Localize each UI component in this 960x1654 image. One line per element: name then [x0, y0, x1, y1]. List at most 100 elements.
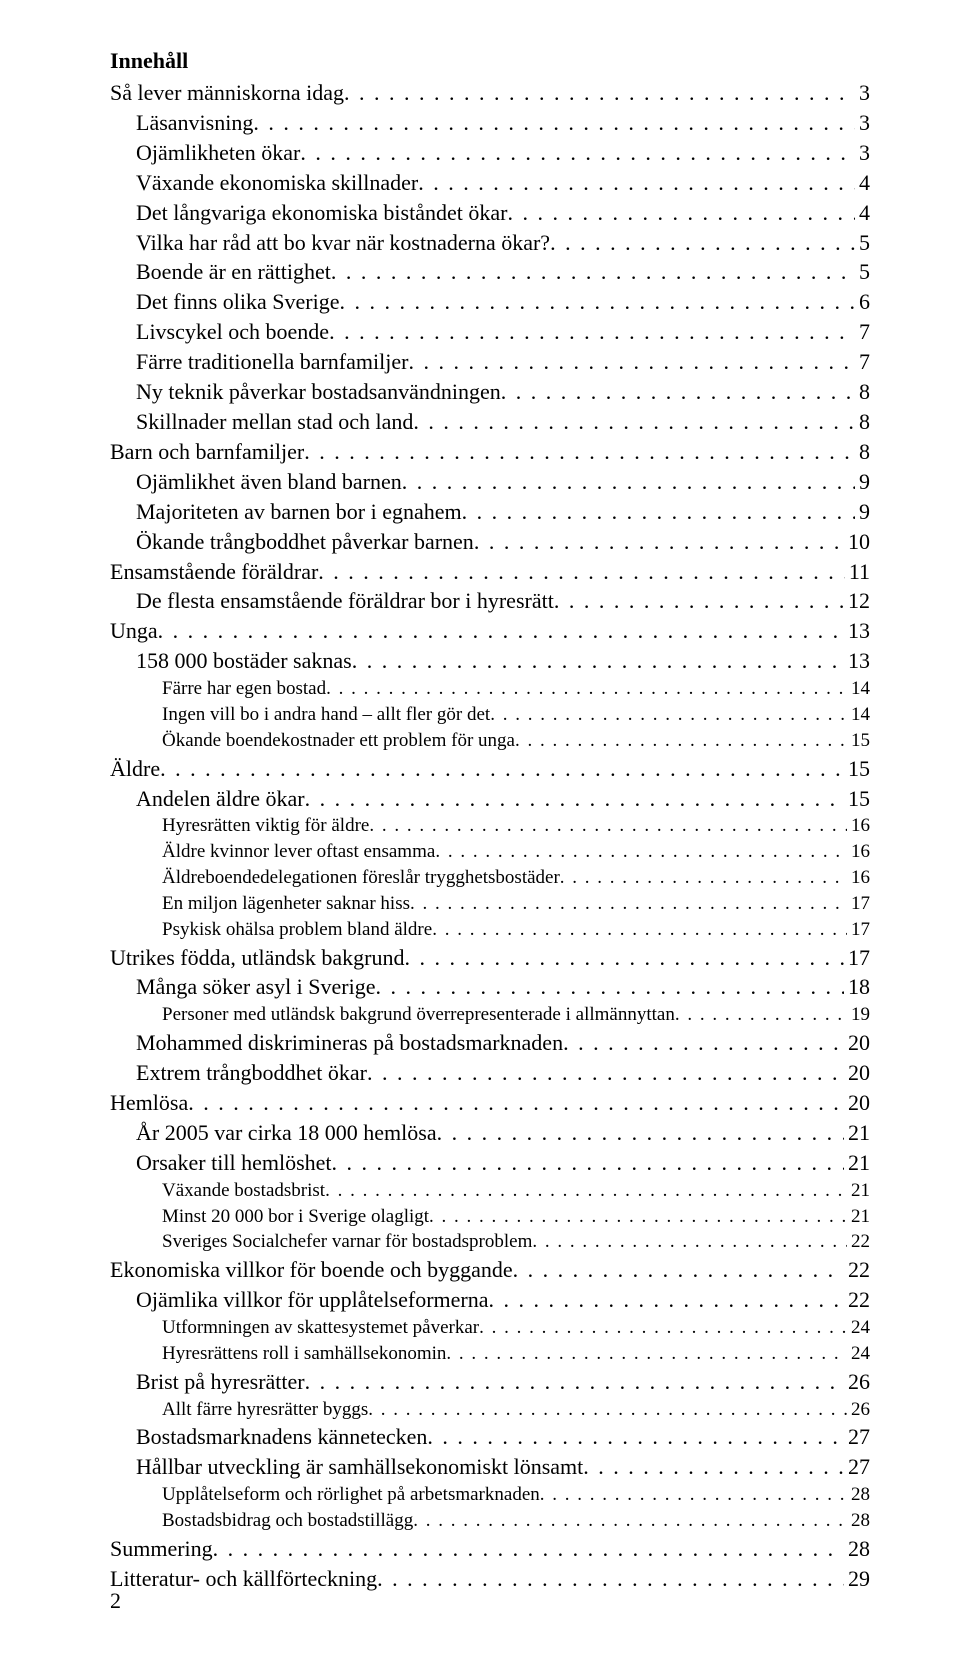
toc-entry[interactable]: Minst 20 000 bor i Sverige olagligt. . .… [162, 1204, 870, 1230]
toc-entry-text: Växande bostadsbrist [162, 1178, 325, 1204]
toc-entry[interactable]: Skillnader mellan stad och land. . . . .… [136, 407, 870, 437]
toc-entry[interactable]: Unga. . . . . . . . . . . . . . . . . . … [110, 616, 870, 646]
toc-entry[interactable]: Andelen äldre ökar. . . . . . . . . . . … [136, 784, 870, 814]
toc-entry[interactable]: Ökande trångboddhet påverkar barnen. . .… [136, 527, 870, 557]
toc-entry[interactable]: Växande bostadsbrist. . . . . . . . . . … [162, 1178, 870, 1204]
toc-entry[interactable]: Så lever människorna idag. . . . . . . .… [110, 78, 870, 108]
toc-entry[interactable]: Färre har egen bostad. . . . . . . . . .… [162, 676, 870, 702]
toc-entry-text: Ojämlika villkor för upplåtelseformerna [136, 1285, 489, 1315]
toc-leader-dots: . . . . . . . . . . . . . . . . . . . . … [339, 287, 855, 317]
toc-leader-dots: . . . . . . . . . . . . . . . . . . . . … [188, 1088, 844, 1118]
toc-entry[interactable]: Livscykel och boende. . . . . . . . . . … [136, 317, 870, 347]
toc-entry[interactable]: Färre traditionella barnfamiljer. . . . … [136, 347, 870, 377]
toc-entry[interactable]: Orsaker till hemlöshet. . . . . . . . . … [136, 1148, 870, 1178]
toc-leader-dots: . . . . . . . . . . . . . . . . . . . . … [432, 917, 847, 943]
toc-leader-dots: . . . . . . . . . . . . . . . . . . . . … [160, 754, 844, 784]
toc-entry[interactable]: Brist på hyresrätter. . . . . . . . . . … [136, 1367, 870, 1397]
toc-entry[interactable]: Majoriteten av barnen bor i egnahem. . .… [136, 497, 870, 527]
toc-entry-text: Litteratur- och källförteckning [110, 1564, 377, 1594]
toc-entry[interactable]: 158 000 bostäder saknas. . . . . . . . .… [136, 646, 870, 676]
toc-entry[interactable]: Ny teknik påverkar bostadsanvändningen. … [136, 377, 870, 407]
toc-entry-text: Majoriteten av barnen bor i egnahem [136, 497, 462, 527]
toc-entry[interactable]: Summering. . . . . . . . . . . . . . . .… [110, 1534, 870, 1564]
toc-list: Så lever människorna idag. . . . . . . .… [110, 78, 870, 1594]
toc-entry-page: 10 [844, 527, 870, 557]
toc-entry[interactable]: Ojämlikhet även bland barnen. . . . . . … [136, 467, 870, 497]
toc-entry-text: Upplåtelseform och rörlighet på arbetsma… [162, 1482, 540, 1508]
toc-entry[interactable]: Ensamstående föräldrar. . . . . . . . . … [110, 557, 870, 587]
toc-leader-dots: . . . . . . . . . . . . . . . . . . . . … [413, 1508, 847, 1534]
toc-entry[interactable]: Hållbar utveckling är samhällsekonomiskt… [136, 1452, 870, 1482]
toc-entry[interactable]: Hyresrätten viktig för äldre. . . . . . … [162, 813, 870, 839]
toc-entry-text: Färre har egen bostad [162, 676, 326, 702]
toc-entry[interactable]: Bostadsbidrag och bostadstillägg. . . . … [162, 1508, 870, 1534]
toc-entry[interactable]: Extrem trångboddhet ökar. . . . . . . . … [136, 1058, 870, 1088]
toc-entry-text: Ojämlikhet även bland barnen [136, 467, 402, 497]
toc-entry[interactable]: En miljon lägenheter saknar hiss. . . . … [162, 891, 870, 917]
toc-leader-dots: . . . . . . . . . . . . . . . . . . . . … [563, 1028, 844, 1058]
toc-leader-dots: . . . . . . . . . . . . . . . . . . . . … [427, 1422, 844, 1452]
toc-entry[interactable]: Växande ekonomiska skillnader. . . . . .… [136, 168, 870, 198]
toc-entry[interactable]: Utrikes födda, utländsk bakgrund. . . . … [110, 943, 870, 973]
toc-leader-dots: . . . . . . . . . . . . . . . . . . . . … [369, 813, 847, 839]
toc-entry[interactable]: Äldreboendedelegationen föreslår trygghe… [162, 865, 870, 891]
toc-entry-text: Växande ekonomiska skillnader [136, 168, 418, 198]
toc-entry[interactable]: Hyresrättens roll i samhällsekonomin. . … [162, 1341, 870, 1367]
toc-entry[interactable]: Psykisk ohälsa problem bland äldre. . . … [162, 917, 870, 943]
toc-entry-page: 4 [855, 198, 870, 228]
toc-leader-dots: . . . . . . . . . . . . . . . . . . . . … [513, 1255, 844, 1285]
toc-entry-page: 20 [844, 1028, 870, 1058]
toc-leader-dots: . . . . . . . . . . . . . . . . . . . . … [331, 257, 855, 287]
toc-leader-dots: . . . . . . . . . . . . . . . . . . . . … [253, 108, 855, 138]
toc-entry[interactable]: Sveriges Socialchefer varnar för bostads… [162, 1229, 870, 1255]
toc-entry[interactable]: År 2005 var cirka 18 000 hemlösa. . . . … [136, 1118, 870, 1148]
toc-leader-dots: . . . . . . . . . . . . . . . . . . . . … [532, 1229, 847, 1255]
toc-entry-text: En miljon lägenheter saknar hiss [162, 891, 410, 917]
toc-entry[interactable]: Ökande boendekostnader ett problem för u… [162, 728, 870, 754]
toc-entry[interactable]: Allt färre hyresrätter byggs. . . . . . … [162, 1397, 870, 1423]
toc-entry[interactable]: Boende är en rättighet. . . . . . . . . … [136, 257, 870, 287]
toc-entry-page: 3 [855, 78, 870, 108]
toc-entry-text: Minst 20 000 bor i Sverige olagligt [162, 1204, 429, 1230]
toc-entry[interactable]: Många söker asyl i Sverige. . . . . . . … [136, 972, 870, 1002]
toc-leader-dots: . . . . . . . . . . . . . . . . . . . . … [408, 347, 855, 377]
toc-entry[interactable]: Ojämlikheten ökar. . . . . . . . . . . .… [136, 138, 870, 168]
toc-entry[interactable]: Äldre. . . . . . . . . . . . . . . . . .… [110, 754, 870, 784]
toc-entry-page: 17 [847, 891, 870, 917]
toc-entry[interactable]: Personer med utländsk bakgrund överrepre… [162, 1002, 870, 1028]
toc-leader-dots: . . . . . . . . . . . . . . . . . . . . … [367, 1058, 844, 1088]
toc-entry[interactable]: Ingen vill bo i andra hand – allt fler g… [162, 702, 870, 728]
toc-entry[interactable]: Utformningen av skattesystemet påverkar.… [162, 1315, 870, 1341]
toc-entry[interactable]: Bostadsmarknadens kännetecken. . . . . .… [136, 1422, 870, 1452]
toc-entry[interactable]: Upplåtelseform och rörlighet på arbetsma… [162, 1482, 870, 1508]
toc-entry[interactable]: Det finns olika Sverige. . . . . . . . .… [136, 287, 870, 317]
toc-leader-dots: . . . . . . . . . . . . . . . . . . . . … [305, 784, 844, 814]
toc-entry[interactable]: De flesta ensamstående föräldrar bor i h… [136, 586, 870, 616]
toc-leader-dots: . . . . . . . . . . . . . . . . . . . . … [446, 1341, 847, 1367]
toc-entry-page: 20 [844, 1088, 870, 1118]
toc-leader-dots: . . . . . . . . . . . . . . . . . . . . … [213, 1534, 844, 1564]
toc-entry-text: 158 000 bostäder saknas [136, 646, 352, 676]
toc-entry[interactable]: Äldre kvinnor lever oftast ensamma. . . … [162, 839, 870, 865]
toc-entry-page: 28 [847, 1508, 870, 1534]
toc-entry[interactable]: Läsanvisning. . . . . . . . . . . . . . … [136, 108, 870, 138]
toc-entry[interactable]: Mohammed diskrimineras på bostadsmarknad… [136, 1028, 870, 1058]
toc-entry[interactable]: Ekonomiska villkor för boende och byggan… [110, 1255, 870, 1285]
toc-leader-dots: . . . . . . . . . . . . . . . . . . . . … [329, 317, 855, 347]
toc-entry-page: 19 [847, 1002, 870, 1028]
toc-leader-dots: . . . . . . . . . . . . . . . . . . . . … [489, 1285, 845, 1315]
toc-entry[interactable]: Hemlösa. . . . . . . . . . . . . . . . .… [110, 1088, 870, 1118]
toc-entry-page: 16 [847, 865, 870, 891]
toc-leader-dots: . . . . . . . . . . . . . . . . . . . . … [318, 557, 845, 587]
toc-entry-page: 15 [847, 728, 870, 754]
toc-leader-dots: . . . . . . . . . . . . . . . . . . . . … [462, 497, 855, 527]
toc-entry[interactable]: Litteratur- och källförteckning. . . . .… [110, 1564, 870, 1594]
toc-entry-text: Boende är en rättighet [136, 257, 331, 287]
toc-entry[interactable]: Barn och barnfamiljer. . . . . . . . . .… [110, 437, 870, 467]
toc-entry[interactable]: Vilka har råd att bo kvar när kostnadern… [136, 228, 870, 258]
toc-entry[interactable]: Ojämlika villkor för upplåtelseformerna.… [136, 1285, 870, 1315]
toc-entry-text: Extrem trångboddhet ökar [136, 1058, 367, 1088]
toc-entry-page: 21 [847, 1178, 870, 1204]
toc-entry-text: Ökande boendekostnader ett problem för u… [162, 728, 515, 754]
toc-entry[interactable]: Det långvariga ekonomiska biståndet ökar… [136, 198, 870, 228]
